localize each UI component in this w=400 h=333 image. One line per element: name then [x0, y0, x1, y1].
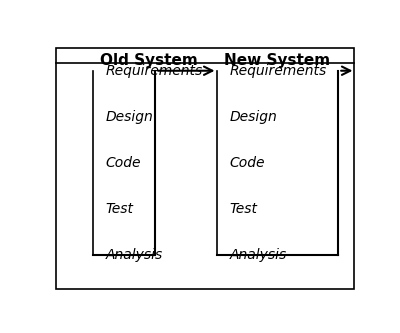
Text: Design: Design [230, 110, 278, 124]
Text: Old System: Old System [100, 53, 197, 68]
Text: Test: Test [106, 202, 134, 216]
Text: Code: Code [230, 156, 265, 170]
Text: Analysis: Analysis [230, 248, 287, 262]
Text: Requirements: Requirements [106, 64, 203, 78]
Text: New System: New System [224, 53, 330, 68]
Text: Test: Test [230, 202, 258, 216]
Text: Code: Code [106, 156, 141, 170]
Text: Requirements: Requirements [230, 64, 327, 78]
Text: Design: Design [106, 110, 154, 124]
Text: Analysis: Analysis [106, 248, 163, 262]
